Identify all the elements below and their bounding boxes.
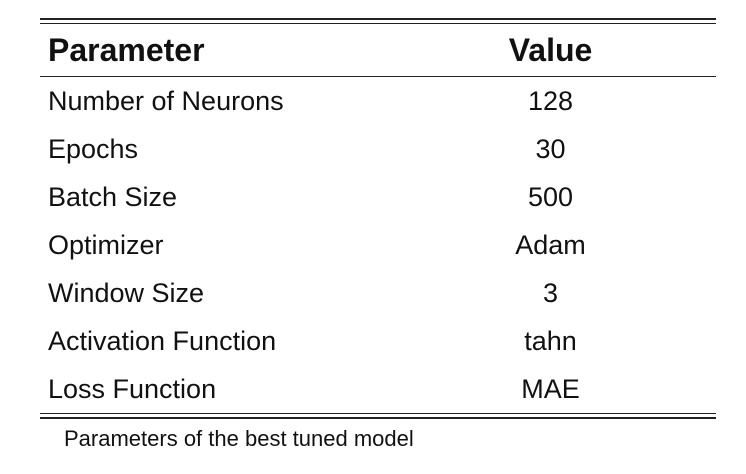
- header-rule: [40, 76, 716, 77]
- row-parameter: Window Size: [48, 277, 205, 308]
- row-value: tahn: [524, 325, 577, 356]
- row-parameter: Optimizer: [48, 229, 164, 260]
- row-value: MAE: [521, 373, 580, 404]
- row-value: Adam: [515, 229, 586, 260]
- header-value: Value: [508, 32, 593, 68]
- bottom-rule-outer: [40, 417, 716, 419]
- row-value: 30: [535, 133, 566, 164]
- table-row: Loss Function MAE: [40, 365, 716, 413]
- row-parameter: Loss Function: [48, 373, 217, 404]
- row-value: 3: [542, 277, 559, 308]
- bottom-rule-inner: [40, 413, 716, 414]
- table-row: Number of Neurons 128: [40, 77, 716, 125]
- row-value: 128: [527, 85, 574, 116]
- table-row: Optimizer Adam: [40, 221, 716, 269]
- table-row: Activation Function tahn: [40, 317, 716, 365]
- top-rule-outer: [40, 18, 716, 20]
- table-caption: Parameters of the best tuned model: [64, 426, 414, 451]
- row-parameter: Epochs: [48, 133, 139, 164]
- row-parameter: Activation Function: [48, 325, 277, 356]
- header-row: Parameter Value: [40, 24, 716, 76]
- table-row: Window Size 3: [40, 269, 716, 317]
- parameters-table: Parameter Value Number of Neurons 128 Ep…: [40, 24, 716, 413]
- table-row: Epochs 30: [40, 125, 716, 173]
- top-rule-inner: [40, 23, 716, 24]
- row-value: 500: [527, 181, 574, 212]
- header-parameter: Parameter: [48, 32, 205, 68]
- row-parameter: Batch Size: [48, 181, 178, 212]
- row-parameter: Number of Neurons: [48, 85, 284, 116]
- table-row: Batch Size 500: [40, 173, 716, 221]
- parameters-table-container: Parameter Value Number of Neurons 128 Ep…: [40, 18, 716, 419]
